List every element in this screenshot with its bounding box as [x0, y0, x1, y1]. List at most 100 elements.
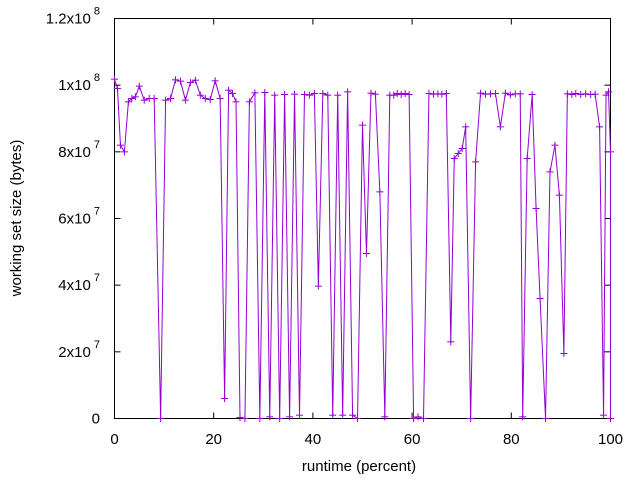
data-point-marker: [376, 188, 384, 196]
data-point-marker: [458, 145, 466, 152]
data-point-marker: [201, 95, 209, 102]
data-point-marker: [528, 91, 536, 98]
data-point-marker: [111, 75, 118, 83]
data-point-marker: [472, 158, 480, 166]
x-tick-label: 80: [503, 431, 520, 448]
data-point-marker: [532, 205, 540, 212]
data-point-marker: [120, 148, 128, 156]
data-point-marker: [438, 90, 446, 98]
x-tick-label: 40: [305, 431, 322, 448]
y-tick-label: 4x10 7: [58, 272, 100, 294]
data-point-marker: [501, 89, 509, 97]
data-point-marker: [211, 77, 219, 85]
data-point-marker: [477, 89, 485, 97]
y-tick-exponent: 8: [91, 6, 100, 18]
y-tick-mantissa: 6x10: [58, 211, 91, 228]
x-tick-label: 20: [205, 431, 222, 448]
data-point-marker: [405, 91, 413, 98]
data-point-marker: [506, 91, 514, 99]
y-tick-label: 1x10 8: [58, 72, 100, 94]
y-tick-label: 0: [92, 411, 100, 428]
data-point-marker: [563, 90, 571, 98]
data-point-marker: [447, 338, 455, 346]
data-point-marker: [310, 90, 318, 97]
y-tick-label: 8x10 7: [58, 139, 100, 161]
data-point-marker: [324, 91, 332, 99]
y-tick-label: 1.2x10 8: [46, 6, 100, 28]
data-point-marker: [381, 413, 389, 421]
data-point-marker: [536, 295, 544, 302]
data-point-marker: [281, 91, 289, 98]
data-point-marker: [582, 90, 590, 98]
series-line: [114, 78, 611, 420]
data-point-marker: [596, 123, 604, 131]
data-point-marker: [186, 79, 194, 86]
data-point-marker: [236, 414, 244, 421]
data-point-marker: [555, 191, 563, 199]
data-point-marker: [591, 90, 599, 98]
data-point-marker: [113, 85, 121, 92]
y-tick-exponent: 7: [91, 339, 100, 351]
data-point-marker: [176, 77, 184, 85]
data-point-marker: [462, 123, 470, 131]
y-axis-label: working set size (bytes): [8, 140, 25, 298]
data-point-marker: [393, 90, 401, 97]
data-point-marker: [496, 123, 504, 131]
data-point-marker: [300, 91, 308, 98]
series-layer: [111, 75, 614, 422]
data-point-marker: [334, 91, 342, 99]
data-point-marker: [206, 96, 214, 103]
data-point-marker: [390, 91, 398, 99]
data-point-marker: [286, 413, 294, 421]
data-point-marker: [256, 415, 264, 422]
data-point-marker: [371, 90, 379, 98]
data-point-marker: [560, 350, 568, 357]
data-point-marker: [551, 141, 559, 149]
data-point-marker: [229, 90, 237, 97]
data-point-marker: [266, 413, 274, 421]
x-axis-ticks: 0 20 40 60 80 100: [110, 18, 623, 448]
data-point-marker: [354, 415, 362, 422]
data-point-marker: [542, 415, 550, 422]
data-point-marker: [523, 155, 531, 162]
data-point-marker: [516, 90, 524, 98]
data-point-marker: [362, 250, 370, 257]
data-point-marker: [245, 98, 253, 106]
x-tick-label: 0: [110, 431, 118, 448]
data-point-marker: [410, 415, 418, 422]
data-point-marker: [397, 91, 405, 98]
data-point-marker: [519, 413, 527, 421]
data-point-marker: [261, 89, 269, 96]
y-tick-label: 2x10 7: [58, 339, 100, 361]
data-point-marker: [216, 95, 224, 102]
data-point-marker: [319, 90, 327, 97]
data-point-marker: [191, 76, 199, 84]
data-point-marker: [454, 150, 462, 157]
y-tick-mantissa: 1x10: [58, 77, 91, 94]
y-tick-exponent: 7: [91, 206, 100, 218]
y-tick-mantissa: 8x10: [58, 144, 91, 161]
data-point-marker: [349, 411, 357, 419]
data-point-marker: [577, 91, 585, 98]
data-point-marker: [425, 90, 433, 97]
data-point-marker: [150, 95, 158, 102]
data-point-marker: [162, 96, 170, 104]
data-point-marker: [339, 411, 347, 419]
data-point-marker: [131, 93, 139, 101]
data-point-marker: [420, 415, 428, 422]
y-tick-exponent: 7: [91, 272, 100, 284]
data-point-marker: [329, 411, 337, 419]
data-point-marker: [232, 98, 240, 106]
x-axis-label: runtime (percent): [302, 458, 416, 475]
data-point-marker: [271, 91, 279, 99]
data-point-marker: [140, 96, 148, 104]
data-point-marker: [568, 91, 576, 98]
data-point-marker: [314, 282, 322, 290]
data-point-marker: [467, 415, 475, 422]
data-point-marker: [225, 86, 233, 94]
data-point-marker: [572, 90, 580, 97]
data-point-marker: [546, 168, 554, 176]
data-point-marker: [135, 82, 143, 90]
data-point-marker: [172, 76, 180, 84]
